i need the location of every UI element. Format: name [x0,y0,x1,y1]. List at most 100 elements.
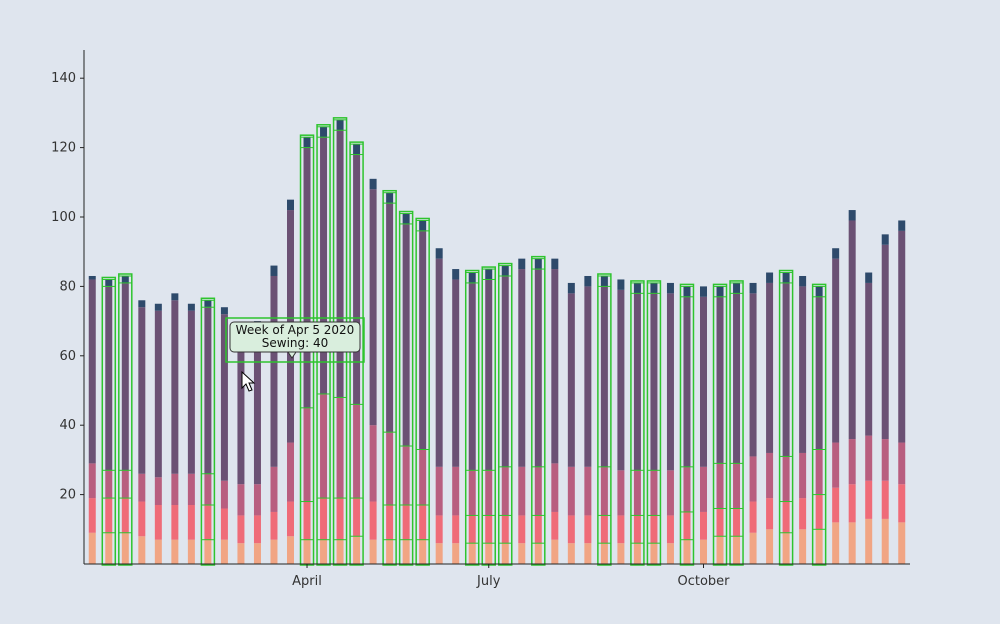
bar-segment[interactable] [88,275,96,280]
bar-segment[interactable] [733,536,741,564]
bar-segment[interactable] [832,258,840,443]
bar-segment[interactable] [138,300,146,308]
bar-segment[interactable] [551,463,559,512]
bar-segment[interactable] [518,269,526,467]
bar-segment[interactable] [402,446,410,506]
bar-segment[interactable] [683,466,691,512]
bar-segment[interactable] [666,515,674,544]
bar-segment[interactable] [501,265,509,276]
bar-segment[interactable] [584,275,592,287]
bar-segment[interactable] [105,279,113,287]
bar-segment[interactable] [865,272,873,283]
bar-segment[interactable] [253,543,261,564]
bar-segment[interactable] [733,463,741,509]
bar-segment[interactable] [88,532,96,564]
bar-segment[interactable] [633,282,641,294]
bar-segment[interactable] [683,296,691,467]
bar-segment[interactable] [749,501,757,533]
bar-segment[interactable] [782,456,790,502]
bar-segment[interactable] [551,258,559,270]
bar-segment[interactable] [501,543,509,564]
bar-segment[interactable] [766,498,774,530]
bar-segment[interactable] [105,498,113,533]
bar-segment[interactable] [799,452,807,499]
bar-segment[interactable] [683,286,691,297]
bar-segment[interactable] [369,189,377,426]
bar-segment[interactable] [336,498,344,540]
bar-segment[interactable] [88,498,96,533]
bar-segment[interactable] [353,536,361,564]
bar-segment[interactable] [518,515,526,544]
bar-segment[interactable] [584,515,592,544]
bar-segment[interactable] [105,470,113,499]
bar-segment[interactable] [154,303,162,311]
bar-segment[interactable] [336,539,344,564]
bar-segment[interactable] [518,466,526,516]
bar-segment[interactable] [600,286,608,467]
bar-segment[interactable] [468,470,476,516]
bar-segment[interactable] [518,543,526,564]
bar-segment[interactable] [187,310,195,474]
bar-segment[interactable] [220,539,228,564]
bar-segment[interactable] [898,220,906,231]
bar-segment[interactable] [584,286,592,467]
bar-segment[interactable] [386,432,394,506]
bar-segment[interactable] [633,543,641,564]
bar-segment[interactable] [881,439,889,481]
bar-segment[interactable] [749,293,757,457]
bar-segment[interactable] [105,286,113,471]
bar-segment[interactable] [766,272,774,283]
bar-segment[interactable] [617,279,625,290]
bar-segment[interactable] [782,272,790,283]
bar-segment[interactable] [287,501,294,537]
bar-segment[interactable] [733,508,741,537]
bar-segment[interactable] [782,282,790,457]
bar-segment[interactable] [881,518,889,564]
bar-segment[interactable] [898,484,906,523]
bar-segment[interactable] [171,505,179,540]
bar-segment[interactable] [501,275,509,467]
bar-segment[interactable] [154,477,162,506]
bar-segment[interactable] [716,296,724,464]
bar-segment[interactable] [534,515,542,544]
bar-segment[interactable] [617,470,625,516]
bar-segment[interactable] [270,511,278,540]
bar-segment[interactable] [650,470,658,516]
bar-segment[interactable] [171,473,179,506]
bar-segment[interactable] [220,314,228,481]
bar-segment[interactable] [898,442,906,485]
bar-segment[interactable] [204,505,212,540]
bar-segment[interactable] [138,501,146,537]
bar-segment[interactable] [320,498,328,540]
bar-segment[interactable] [815,494,823,530]
bar-segment[interactable] [865,518,873,564]
bar-segment[interactable] [468,272,476,283]
bar-segment[interactable] [253,484,261,516]
bar-segment[interactable] [287,442,294,502]
bar-segment[interactable] [435,515,443,544]
bar-segment[interactable] [88,463,96,499]
bar-segment[interactable] [700,539,707,564]
bar-segment[interactable] [716,536,724,564]
bar-segment[interactable] [320,539,328,564]
bar-segment[interactable] [584,466,592,516]
bar-segment[interactable] [187,303,195,311]
bar-segment[interactable] [600,515,608,544]
bar-segment[interactable] [452,269,460,280]
bar-segment[interactable] [435,258,443,467]
bar-segment[interactable] [204,539,212,564]
bar-segment[interactable] [138,536,146,564]
bar-segment[interactable] [700,286,707,297]
bar-segment[interactable] [353,404,361,499]
bar-segment[interactable] [121,498,129,533]
bar-segment[interactable] [402,223,410,447]
bar-segment[interactable] [287,536,294,564]
bar-segment[interactable] [567,466,575,516]
bar-segment[interactable] [402,213,410,224]
bar-segment[interactable] [220,307,228,315]
bar-segment[interactable] [666,293,674,471]
bar-segment[interactable] [105,532,113,564]
bar-segment[interactable] [419,449,427,506]
bar-segment[interactable] [138,307,146,474]
bar-segment[interactable] [435,543,443,564]
